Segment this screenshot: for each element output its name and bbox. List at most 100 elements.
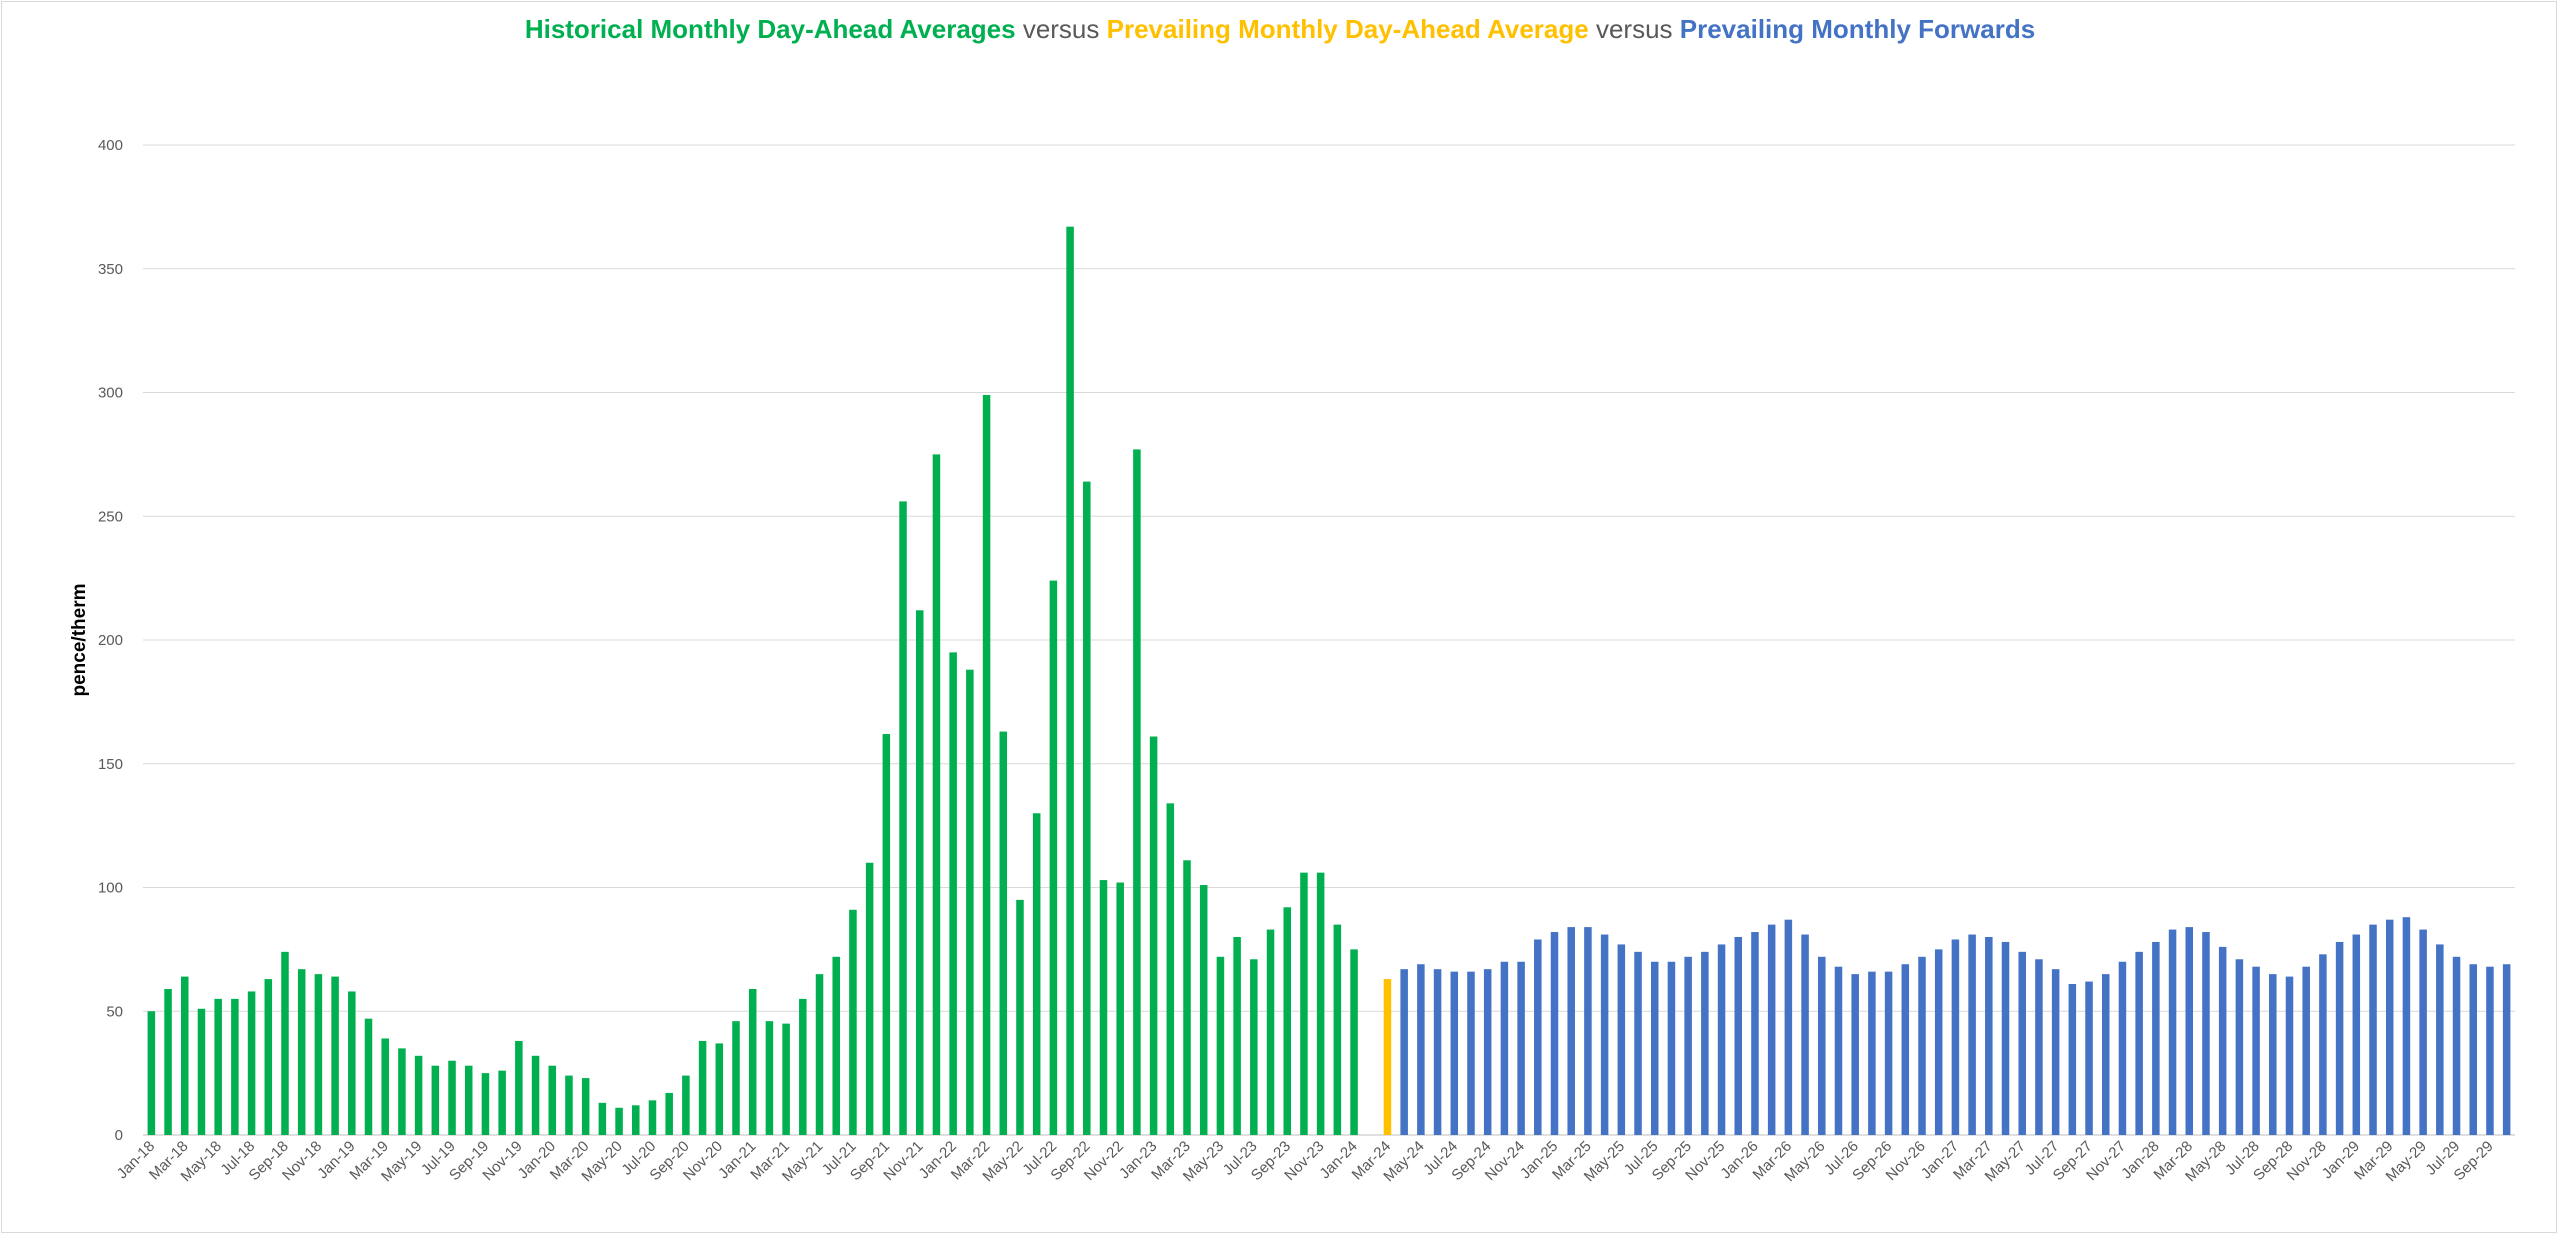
bar	[1584, 927, 1592, 1135]
y-axis-label: pence/therm	[69, 583, 90, 697]
bar	[2486, 966, 2494, 1135]
bar	[982, 394, 991, 1136]
bar	[1934, 949, 1943, 1135]
bar	[1016, 899, 1024, 1135]
bar	[1851, 974, 1859, 1135]
bar	[2302, 966, 2310, 1135]
bar	[1216, 956, 1225, 1135]
bar	[531, 1055, 540, 1135]
bar	[1316, 872, 1325, 1135]
bar	[481, 1073, 490, 1135]
bar	[2369, 924, 2377, 1135]
bar	[2436, 944, 2444, 1135]
bar	[381, 1038, 389, 1135]
bar	[565, 1075, 573, 1135]
bar	[1600, 934, 1609, 1135]
bar	[1534, 939, 1542, 1135]
bar	[1550, 932, 1559, 1135]
bar	[1701, 951, 1709, 1135]
y-tick-label: 150	[98, 756, 123, 773]
bar	[1400, 969, 1408, 1135]
bar	[2419, 929, 2427, 1135]
bar	[865, 862, 874, 1135]
title-versus-2: versus	[1595, 14, 1673, 44]
title-prevailing: Prevailing Monthly Day-Ahead Average	[1106, 14, 1589, 44]
bar	[899, 501, 907, 1135]
bar	[1066, 226, 1074, 1136]
bar	[297, 969, 306, 1135]
bar	[1450, 971, 1459, 1135]
bar	[1717, 944, 1726, 1135]
bar	[1968, 934, 1976, 1135]
bar	[1751, 932, 1759, 1135]
bar	[2285, 976, 2294, 1135]
bar	[515, 1040, 523, 1135]
bar	[1333, 924, 1342, 1135]
bar	[247, 991, 256, 1135]
bar	[1868, 971, 1876, 1135]
bar	[882, 734, 891, 1135]
bar	[581, 1078, 590, 1135]
bar	[615, 1107, 623, 1135]
bar	[1567, 927, 1575, 1135]
bar	[1517, 961, 1525, 1135]
bar	[1500, 961, 1509, 1135]
bar	[1834, 966, 1843, 1135]
bar	[1149, 736, 1158, 1135]
bar	[748, 988, 757, 1135]
bar	[715, 1043, 724, 1135]
bar	[364, 1018, 373, 1135]
bar	[2402, 917, 2411, 1135]
bar	[1383, 979, 1392, 1135]
bar	[398, 1048, 406, 1135]
bar	[1049, 580, 1058, 1135]
y-tick-label: 200	[98, 632, 123, 649]
bar	[264, 979, 273, 1135]
bar	[1116, 882, 1124, 1135]
bar	[799, 998, 807, 1135]
bar	[782, 1023, 790, 1135]
bar	[1650, 961, 1659, 1135]
bar	[1918, 956, 1926, 1135]
bar	[431, 1065, 440, 1135]
bar	[1032, 813, 1041, 1135]
y-tick-label: 400	[98, 137, 123, 154]
bar	[1901, 964, 1910, 1135]
bar	[849, 909, 857, 1135]
y-tick-label: 300	[98, 385, 123, 402]
bar	[2185, 927, 2194, 1135]
bar	[1767, 924, 1776, 1135]
bar	[832, 956, 840, 1135]
bar	[2319, 954, 2327, 1135]
bar	[682, 1075, 690, 1135]
bar	[2452, 956, 2461, 1135]
bar	[999, 731, 1008, 1135]
title-versus-1: versus	[1022, 14, 1100, 44]
bar	[1784, 919, 1793, 1135]
bar	[1467, 971, 1475, 1135]
bar	[314, 974, 323, 1135]
y-tick-label: 50	[106, 1003, 123, 1020]
bar	[915, 610, 924, 1135]
bar	[1634, 951, 1642, 1135]
bar	[2252, 966, 2260, 1135]
bar	[1300, 872, 1308, 1135]
bar	[949, 652, 957, 1135]
bar	[448, 1060, 456, 1135]
bar	[1283, 907, 1291, 1135]
y-tick-label: 250	[98, 508, 123, 525]
y-tick-label: 100	[98, 880, 123, 897]
bar	[1183, 860, 1191, 1135]
bar	[1734, 937, 1743, 1135]
bar	[1985, 937, 1993, 1135]
bar	[281, 951, 289, 1135]
bar	[1617, 944, 1626, 1135]
bar	[1801, 934, 1809, 1135]
bar	[2101, 974, 2110, 1135]
bar	[1083, 481, 1091, 1136]
bar	[815, 974, 824, 1135]
bar	[214, 998, 222, 1135]
bar	[1233, 937, 1241, 1135]
bar	[1884, 971, 1893, 1135]
bar	[1266, 929, 1275, 1135]
